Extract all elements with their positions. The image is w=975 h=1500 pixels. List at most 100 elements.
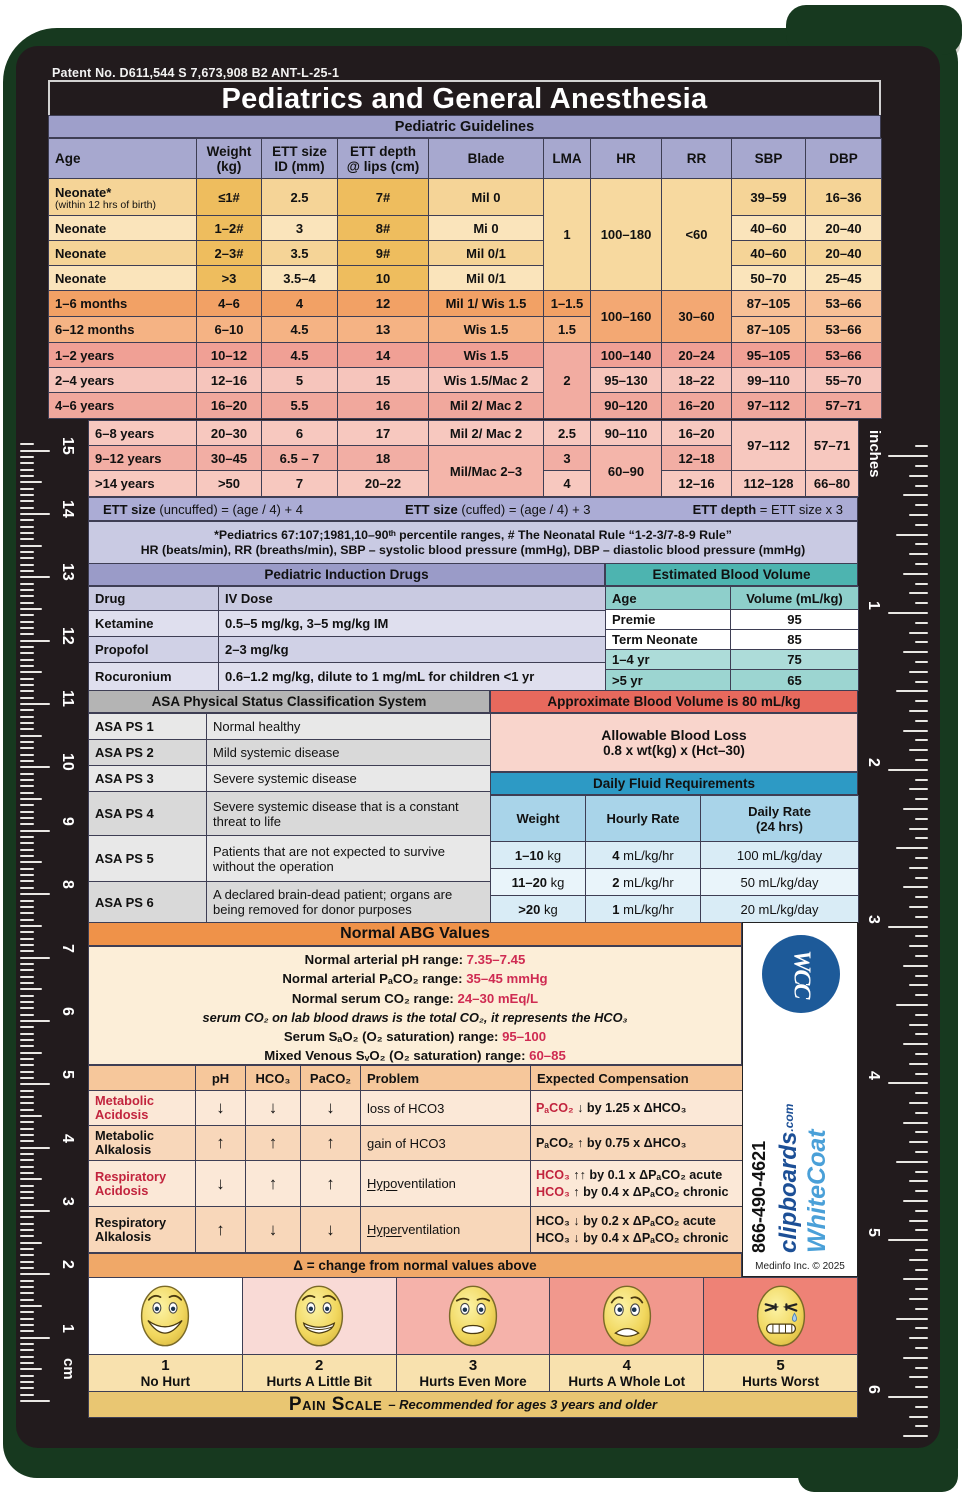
lma-cell: 3 (543, 445, 591, 471)
depth-cell: 20–22 (337, 470, 429, 497)
weight-cell: 10–12 (196, 342, 262, 368)
approx-blood-volume-header: Approximate Blood Volume is 80 mL/kg (490, 690, 858, 713)
sbp-cell: 39–59 (731, 178, 806, 216)
depth-cell: 8# (337, 215, 429, 241)
pain-face-cell-4 (550, 1278, 705, 1354)
pain-scale-title: Pain Scale (288, 1393, 383, 1415)
fluid-hourly: 2 mL/kg/hr (585, 868, 701, 896)
row-1-6-months: 1–6 months 4–6 4 12 Mil 1/ Wis 1.5 1–1.5… (48, 290, 882, 343)
weight-cell: ≤1# (196, 178, 262, 216)
pain-label: 3 Hurts Even More (397, 1355, 551, 1391)
blade-cell: Wis 1.5 (428, 342, 544, 368)
row-label: Respiratory Alkalosis (88, 1206, 196, 1253)
depth-cell: 12 (337, 290, 429, 317)
abg-line: Mixed Venous SᵥO₂ (O₂ saturation) range:… (264, 1048, 566, 1064)
clipboard-bottom-tab (798, 1450, 958, 1492)
weight-cell: >3 (196, 265, 262, 291)
col-ett-size: ETT size ID (mm) (261, 138, 338, 179)
whitecoat-logo-icon: WCC (762, 935, 840, 1013)
sbp-cell: 97–112 (731, 392, 806, 419)
ebv-row: Term Neonate 85 (605, 629, 859, 650)
ett-cell: 6 (261, 420, 338, 446)
depth-cell: 10 (337, 265, 429, 291)
lma-cell: 4 (543, 470, 591, 497)
age-cell: 6–8 years (88, 420, 197, 446)
dbp-cell: 16–36 (805, 178, 882, 216)
asa-row: ASA PS 5 Patients that are not expected … (88, 835, 491, 882)
asa-desc: Severe systemic disease that is a consta… (206, 791, 491, 836)
col-blade: Blade (428, 138, 544, 179)
fluid-daily: 20 mL/kg/day (700, 895, 859, 923)
age-cell: Neonate* (within 12 hrs of birth) (48, 178, 197, 216)
paco2-arrow: ↓ (300, 1090, 361, 1126)
asa-header: ASA Physical Status Classification Syste… (88, 690, 490, 713)
fluids-row: >20 kg 1 mL/kg/hr 20 mL/kg/day (490, 895, 859, 923)
pain-scale-section: 1 No Hurt 2 Hurts A Little Bit 3 Hurts Even… (88, 1277, 858, 1418)
copyright: Medinfo Inc. © 2025 (755, 1261, 845, 1272)
abg-line: Normal serum CO₂ range: 24–30 mEq/L (291, 990, 539, 1006)
asa-row: ASA PS 6 A declared brain-dead patient; … (88, 881, 491, 923)
abl-title: Allowable Blood Loss (601, 727, 747, 743)
problem-cell: Hyperventilation (360, 1206, 531, 1253)
induction-drugs-header: Pediatric Induction Drugs (88, 563, 605, 586)
ett-depth-formula: ETT depth = ETT size x 3 (692, 501, 843, 517)
pain-labels-row: 1 No Hurt 2 Hurts A Little Bit 3 Hurts Even… (88, 1355, 858, 1392)
dbp-cell: 55–70 (805, 367, 882, 393)
pain-scale-note: – Recommended for ages 3 years and older (388, 1397, 658, 1412)
hco3-arrow: ↑ (245, 1160, 301, 1207)
col-age: Age (48, 138, 197, 179)
blade-cell: Mil 0 (428, 178, 544, 216)
drug-dose: 0.5–5 mg/kg, 3–5 mg/kg IM (218, 610, 606, 637)
depth-cell: 7# (337, 178, 429, 216)
row-neonate-1: Neonate* (within 12 hrs of birth) ≤1# 2.5… (48, 178, 882, 291)
ebv-header: Estimated Blood Volume (605, 563, 858, 586)
ph-arrow: ↑ (195, 1125, 246, 1161)
ebv-volume: 75 (730, 649, 859, 670)
pain-face-cell-5 (704, 1278, 857, 1354)
pediatric-guidelines-header: Pediatric Guidelines (48, 115, 881, 138)
card-title: Pediatrics and General Anesthesia (221, 83, 708, 115)
row-label: Metabolic Alkalosis (88, 1125, 196, 1161)
col-volume: Volume (mL/kg) (730, 586, 859, 610)
hr-cell: 100–140 (590, 342, 662, 368)
allowable-blood-loss: Allowable Blood Loss 0.8 x wt(kg) x (Hct… (490, 713, 858, 772)
col-lma: LMA (543, 138, 591, 179)
blade-cell: Wis 1.5/Mac 2 (428, 367, 544, 393)
col-ph: pH (195, 1065, 246, 1091)
depth-cell: 15 (337, 367, 429, 393)
age-cell: 2–4 years (48, 367, 197, 393)
blade-cell: Mil 2/ Mac 2 (428, 392, 544, 419)
pain-scale-footer: Pain Scale – Recommended for ages 3 year… (88, 1392, 858, 1418)
sbp-cell: 99–110 (731, 367, 806, 393)
ebv-age: Premie (605, 609, 731, 630)
lma-cell: 2.5 (543, 420, 591, 446)
age-cell: 4–6 years (48, 392, 197, 419)
col-drug: Drug (88, 586, 219, 611)
pain-label: 4 Hurts A Whole Lot (550, 1355, 705, 1391)
ett-formula-uncuffed: ETT size (uncuffed) = (age / 4) + 4 (103, 501, 303, 517)
ebv-row: Premie 95 (605, 609, 859, 630)
pediatric-guidelines-table-lower: 6–8 years 20–30 6 17 Mil 2/ Mac 2 2.5 90… (88, 420, 859, 497)
ett-cell: 5 (261, 367, 338, 393)
hr-cell: 90–110 (590, 420, 662, 446)
paco2-arrow: ↑ (300, 1125, 361, 1161)
lma-neonate-cell: 1 (543, 178, 591, 291)
guidelines-footnotes: *Pediatrics 67:107;1981,10–90ᵗʰ percenti… (88, 521, 858, 564)
depth-cell: 16 (337, 392, 429, 419)
hco3-arrow: ↑ (245, 1125, 301, 1161)
blade-cell: Wis 1.5 (428, 316, 544, 343)
guidelines-header-row: Age Weight (kg) ETT size ID (mm) ETT depth… (48, 138, 882, 179)
col-iv-dose: IV Dose (218, 586, 606, 611)
paco2-arrow: ↑ (300, 1160, 361, 1207)
pain-face-cell-2 (242, 1278, 397, 1354)
fluids-row: 1–10 kg 4 mL/kg/hr 100 mL/kg/day (490, 841, 859, 869)
dbp-cell: 53–66 (805, 342, 882, 368)
compensation-cell: PₐCO₂ ↓ by 1.25 x ΔHCO₃ (530, 1090, 743, 1126)
asa-desc: Patients that are not expected to surviv… (206, 835, 491, 882)
ph-arrow: ↑ (195, 1206, 246, 1253)
blade-cell: Mil 0/1 (428, 265, 544, 291)
hr-senior-cell: 60–90 (590, 445, 662, 497)
ett-cell: 6.5 – 7 (261, 445, 338, 471)
induction-drugs-section: Pediatric Induction Drugs Drug IV Dose K… (88, 563, 606, 691)
